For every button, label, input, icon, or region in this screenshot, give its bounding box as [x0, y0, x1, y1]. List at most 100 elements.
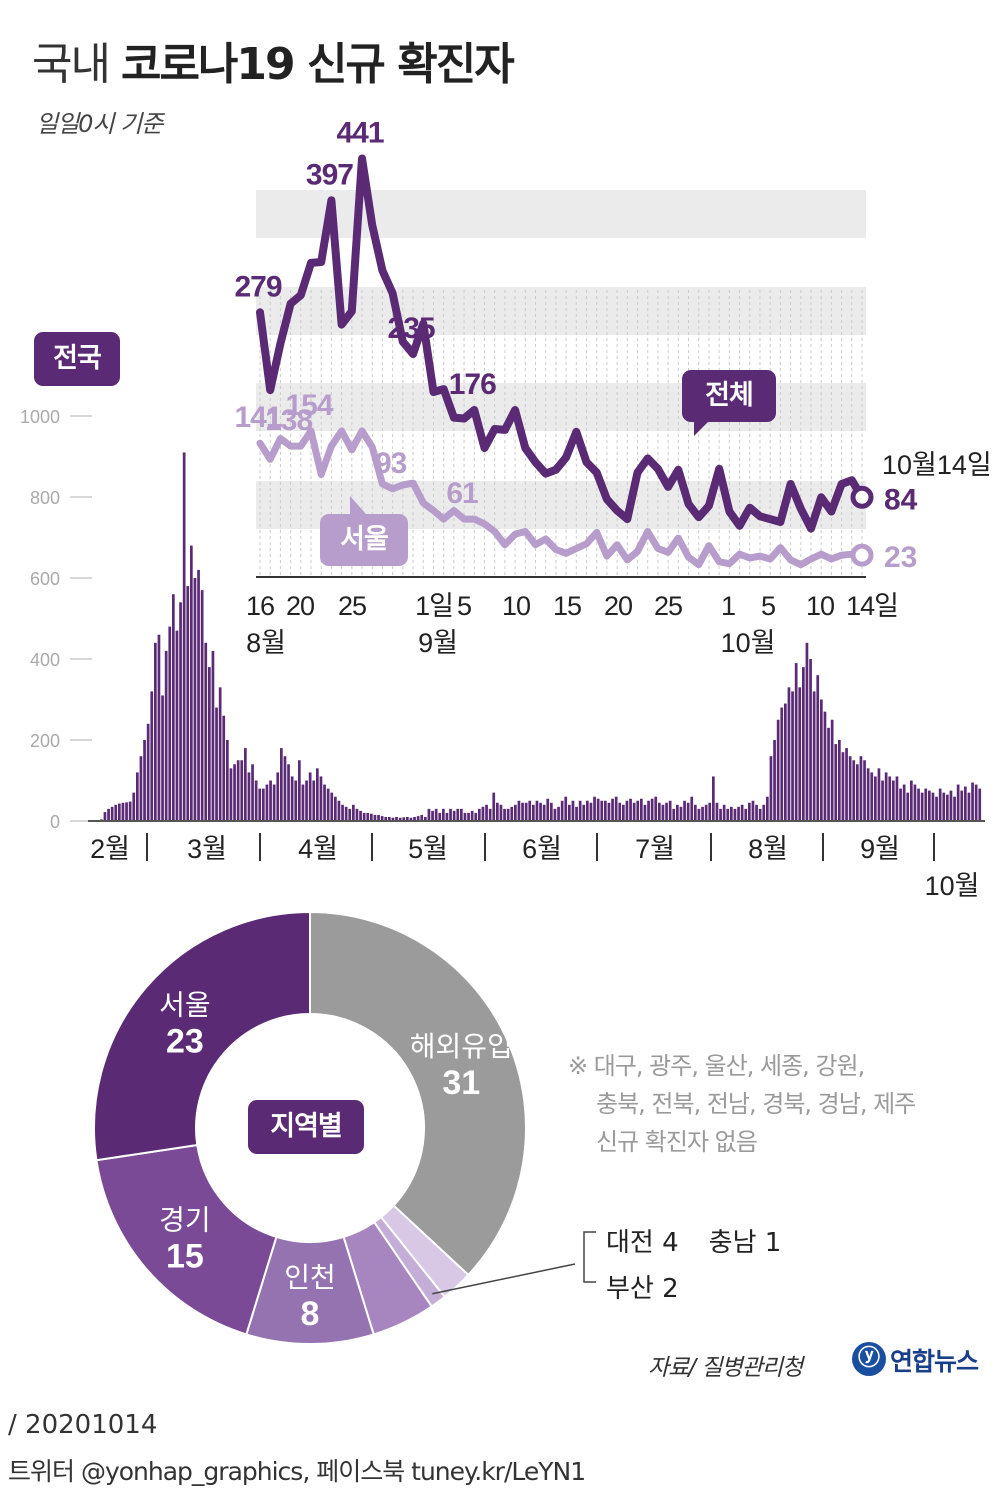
donut-slice — [93, 910, 311, 1162]
region-tag: 지역별 — [248, 1100, 364, 1154]
daily-bar — [301, 784, 305, 821]
daily-bar — [470, 810, 474, 821]
gridline-band — [256, 287, 866, 335]
daily-bar — [928, 790, 931, 821]
peak-value-label: 279 — [234, 270, 281, 303]
daily-bar — [384, 816, 388, 821]
daily-bar — [179, 602, 182, 821]
daily-bar — [283, 756, 287, 821]
daily-bar — [445, 812, 449, 821]
daily-bar — [164, 650, 168, 821]
line-x-tick-label: 1일 — [415, 591, 453, 621]
daily-bar — [827, 727, 830, 821]
daily-bar — [838, 740, 841, 821]
daily-bar — [773, 740, 776, 821]
y-tick-label: 200 — [30, 731, 60, 751]
daily-bar — [668, 800, 672, 821]
daily-bar — [114, 804, 118, 821]
daily-bar — [776, 719, 780, 821]
publish-date: / 20201014 — [8, 1410, 158, 1440]
daily-bar — [665, 802, 668, 821]
line-x-tick-label: 15 — [553, 591, 581, 621]
daily-bar — [481, 806, 485, 821]
daily-bar — [618, 802, 622, 821]
daily-bar — [564, 796, 568, 821]
daily-bar — [323, 784, 326, 821]
peak-value-label: 93 — [375, 447, 407, 480]
total-series-line — [256, 154, 866, 533]
line-x-tick-label: 14일 — [846, 591, 898, 621]
daily-bar — [348, 808, 352, 821]
peak-value-label: 441 — [337, 117, 384, 150]
title-light: 국내 — [32, 39, 111, 90]
daily-bar — [211, 650, 215, 821]
daily-bar — [622, 804, 625, 821]
daily-bar — [352, 804, 355, 821]
donut-slice — [309, 910, 527, 1277]
minor-label-busan: 부산 2 — [606, 1274, 679, 1304]
daily-bar — [859, 756, 863, 821]
daily-bar — [132, 792, 136, 821]
daily-bar — [917, 788, 920, 821]
daily-bar — [542, 804, 546, 821]
daily-bar — [636, 800, 640, 821]
y-tick-label: 400 — [30, 650, 60, 670]
daily-bar — [229, 768, 233, 821]
daily-bar — [244, 748, 247, 821]
daily-bar — [373, 814, 377, 821]
daily-bar — [269, 780, 272, 821]
daily-bar — [539, 802, 542, 821]
daily-bar — [650, 798, 654, 821]
daily-bar — [143, 740, 146, 821]
daily-bar — [488, 808, 492, 821]
peak-value-label: 397 — [306, 158, 353, 191]
daily-bar — [679, 806, 683, 821]
daily-bar — [812, 691, 816, 821]
series-end-value: 84 — [884, 483, 918, 516]
daily-bar — [863, 760, 866, 821]
daily-bar — [834, 744, 838, 821]
daily-bar — [856, 764, 859, 821]
month-label: 10월 — [925, 871, 980, 901]
line-x-tick-label: 16 — [246, 591, 274, 621]
daily-bar — [334, 796, 337, 821]
month-label: 5월 — [408, 834, 448, 864]
daily-bar — [704, 804, 708, 821]
daily-bar — [643, 804, 647, 821]
daily-bar — [438, 812, 442, 821]
line-x-tick-label: 20 — [286, 591, 314, 621]
slice-value-label: 15 — [166, 1238, 204, 1276]
slice-name-label: 해외유입 — [410, 1031, 513, 1062]
daily-bar — [604, 800, 607, 821]
daily-bar — [629, 798, 632, 821]
daily-bar — [712, 776, 715, 821]
daily-bar — [276, 772, 280, 821]
daily-bar — [640, 798, 643, 821]
total-series-tag: 전체 — [682, 370, 776, 422]
daily-bar — [377, 814, 380, 821]
month-label: 7월 — [635, 834, 675, 864]
daily-bar — [103, 812, 107, 821]
daily-bar — [625, 800, 629, 821]
daily-bar — [708, 802, 712, 821]
daily-bar — [121, 802, 125, 821]
daily-bar — [737, 806, 740, 821]
y-tick-label: 0 — [50, 812, 60, 832]
daily-bar — [596, 798, 600, 821]
slice-name-label: 인천 — [284, 1262, 336, 1293]
daily-bar — [830, 719, 834, 821]
month-label: 2월 — [90, 834, 130, 864]
social-credit: 트위터 @yonhap_graphics, 페이스북 tuney.kr/LeYN… — [8, 1457, 586, 1486]
daily-bar — [474, 812, 478, 821]
title-bold: 코로나19 신규 확진자 — [120, 39, 515, 90]
daily-bar — [128, 801, 132, 821]
daily-bar — [380, 816, 384, 821]
daily-bar — [884, 772, 888, 821]
slice-name-label: 서울 — [159, 989, 211, 1020]
daily-bar — [240, 760, 244, 821]
daily-bar — [402, 817, 406, 821]
daily-bar — [866, 768, 870, 821]
line-x-tick-label: 25 — [654, 591, 682, 621]
daily-bar — [906, 792, 910, 821]
